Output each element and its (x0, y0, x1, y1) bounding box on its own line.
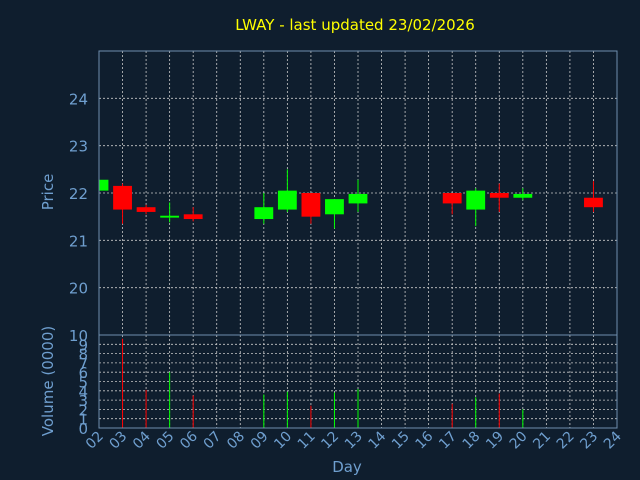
day-tick-label: 24 (601, 428, 625, 452)
candle-body (183, 214, 203, 220)
candle-body (254, 207, 274, 220)
day-tick-label: 08 (224, 429, 248, 453)
price-tick-label: 21 (69, 232, 88, 250)
price-tick-label: 24 (69, 90, 88, 108)
day-tick-label: 12 (318, 429, 342, 453)
candle-body (113, 185, 132, 210)
chart-title: LWAY - last updated 23/02/2026 (235, 16, 475, 34)
day-tick-label: 09 (248, 429, 272, 453)
day-tick-label: 18 (460, 429, 484, 453)
candle-body (513, 193, 533, 198)
day-tick-label: 05 (154, 429, 178, 453)
volume-tick-label: 2 (78, 401, 88, 419)
day-tick-label: 07 (201, 429, 225, 453)
price-tick-label: 20 (69, 280, 88, 298)
candle-body (348, 193, 368, 204)
price-tick-label: 23 (69, 138, 88, 156)
day-tick-label: 16 (413, 428, 437, 452)
volume-axis-label: Volume (0000) (39, 326, 57, 436)
x-axis-label: Day (332, 458, 362, 476)
candle-body (325, 199, 344, 215)
volume-tick-label: 9 (78, 336, 88, 354)
day-tick-label: 19 (483, 429, 507, 453)
day-tick-label: 06 (177, 428, 201, 452)
volume-tick-label: 4 (78, 383, 88, 401)
volume-tick-label: 0 (78, 420, 88, 438)
candle-body (301, 193, 321, 217)
grid-layer (99, 51, 617, 428)
day-tick-label: 10 (271, 429, 295, 453)
volume-bars (122, 338, 524, 428)
day-tick-label: 03 (106, 429, 130, 453)
candle-body (442, 193, 462, 204)
volume-tick-label: 6 (78, 364, 88, 382)
day-tick-label: 22 (554, 429, 578, 453)
candle-body (489, 193, 509, 198)
candle-body (160, 215, 180, 218)
volume-tick-label: 1 (78, 411, 88, 429)
volume-tick-label: 7 (78, 355, 88, 373)
day-tick-label: 11 (295, 429, 319, 453)
day-tick-label: 20 (507, 429, 531, 453)
candle-body (277, 190, 297, 210)
volume-tick-label: 5 (78, 374, 88, 392)
candle-body (466, 190, 486, 210)
plot-frames (98, 50, 618, 429)
day-tick-label: 13 (342, 429, 366, 453)
day-tick-label: 17 (436, 429, 460, 453)
day-tick-label: 21 (530, 429, 554, 453)
candle-body (584, 197, 603, 208)
day-tick-label: 15 (389, 429, 413, 453)
price-axis-label: Price (39, 174, 57, 211)
day-tick-label: 23 (577, 429, 601, 453)
candles (98, 169, 603, 229)
volume-tick-label: 10 (69, 327, 88, 345)
candle-body (99, 179, 109, 191)
day-tick-label: 14 (365, 428, 389, 452)
volume-tick-label: 3 (78, 392, 88, 410)
volume-tick-label: 8 (78, 346, 88, 364)
day-tick-label: 04 (130, 428, 154, 452)
candle-body (136, 207, 156, 212)
volume-panel-frame (98, 334, 618, 429)
price-tick-label: 22 (69, 185, 88, 203)
